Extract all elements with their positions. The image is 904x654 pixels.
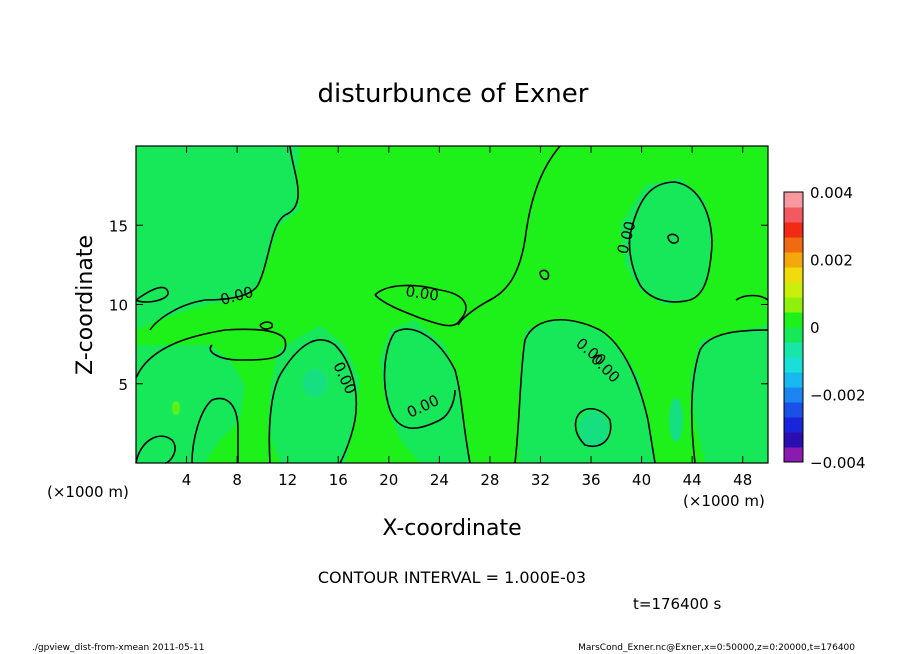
y-tick-label: 15 — [109, 217, 128, 235]
colorbar-swatch — [784, 192, 803, 208]
contour-line-2 — [135, 286, 169, 303]
colorbar-ticks: 0.004 0.002 0 −0.002 −0.004 — [810, 184, 866, 472]
colorbar-swatch — [784, 237, 803, 253]
colorbar-swatch — [784, 267, 803, 283]
x-tick-label: 8 — [232, 471, 242, 489]
contour-label-2: 0.00 — [404, 282, 440, 304]
weak-positive-blobs — [172, 401, 180, 415]
contour-line-10 — [457, 145, 561, 326]
contour-line-9 — [374, 284, 467, 327]
colorbar-swatch — [784, 327, 803, 343]
minimum-blob-3 — [669, 398, 683, 442]
colorbar-swatch — [784, 312, 803, 328]
colorbar-swatch — [784, 297, 803, 313]
x-axis: 4 8 12 16 20 24 28 32 36 40 44 48 — [182, 146, 752, 489]
footer-left: ./gpview_dist-from-xmean 2011-05-11 — [32, 643, 204, 653]
colorbar-swatch — [784, 402, 803, 418]
contour-line-6 — [268, 339, 358, 464]
x-tick-label: 32 — [531, 471, 550, 489]
x-tick-label: 28 — [480, 471, 499, 489]
footer-right: MarsCond_Exner.nc@Exner,x=0:50000,z=0:20… — [578, 643, 855, 653]
negative-region-top-right — [620, 178, 712, 305]
negative-region-right-mid — [518, 318, 655, 463]
zero-contours — [135, 145, 769, 464]
colorbar-swatch — [784, 432, 803, 448]
time-text: t=176400 s — [633, 595, 721, 613]
colorbar-swatch — [784, 447, 803, 463]
colorbar-swatch — [784, 342, 803, 358]
x-unit-left: (×1000 m) — [47, 483, 129, 501]
contour-line-15 — [667, 233, 680, 244]
contour-line-4 — [135, 435, 176, 464]
colorbar — [784, 192, 803, 463]
x-tick-label: 44 — [683, 471, 702, 489]
y-axis-label: Z-coordinate — [73, 235, 98, 375]
colorbar-tick-label: −0.004 — [810, 454, 866, 472]
colorbar-swatch — [784, 387, 803, 403]
contour-line-3 — [135, 328, 287, 379]
contour-interval-text: CONTOUR INTERVAL = 1.000E-03 — [318, 568, 586, 587]
x-tick-label: 16 — [329, 471, 348, 489]
contour-line-7 — [394, 328, 471, 464]
contour-line-16 — [259, 321, 274, 330]
y-axis: 5 10 15 — [109, 217, 768, 394]
colorbar-swatch — [784, 282, 803, 298]
x-axis-label: X-coordinate — [382, 516, 521, 541]
colorbar-swatch — [784, 417, 803, 433]
colorbar-swatch — [784, 207, 803, 223]
colorbar-swatch — [784, 372, 803, 388]
negative-region-mid-left — [136, 345, 245, 463]
x-tick-label: 24 — [430, 471, 449, 489]
colorbar-swatch — [784, 222, 803, 238]
contour-line-8 — [383, 331, 456, 429]
colorbar-tick-label: −0.002 — [810, 387, 866, 405]
x-tick-label: 36 — [581, 471, 600, 489]
colorbar-tick-label: 0.004 — [810, 184, 853, 202]
negative-region-right-edge — [690, 325, 768, 463]
contour-line-13 — [690, 329, 769, 464]
colorbar-tick-label: 0.002 — [810, 252, 853, 270]
x-tick-label: 20 — [379, 471, 398, 489]
x-tick-label: 4 — [182, 471, 192, 489]
contour-line-18 — [574, 407, 612, 447]
contour-line-5 — [191, 397, 239, 464]
x-unit-right: (×1000 m) — [683, 492, 765, 510]
minimum-blob-1 — [303, 369, 327, 397]
minimum-blobs — [303, 369, 683, 448]
weak-positive-blob-1 — [172, 401, 180, 415]
negative-regions — [136, 146, 768, 463]
negative-region-top-left — [136, 146, 300, 330]
y-tick-label: 10 — [109, 297, 128, 315]
colorbar-swatch — [784, 252, 803, 268]
colorbar-swatch — [784, 357, 803, 373]
contour-line-12 — [628, 181, 713, 303]
x-tick-label: 12 — [278, 471, 297, 489]
contour-line-11 — [514, 319, 656, 464]
y-tick-label: 5 — [118, 376, 128, 394]
x-tick-label: 48 — [733, 471, 752, 489]
chart-title: disturbunce of Exner — [318, 79, 589, 109]
colorbar-tick-label: 0 — [810, 319, 820, 337]
contour-line-14 — [735, 294, 769, 301]
minimum-blob-2 — [580, 412, 608, 448]
contour-line-17 — [539, 269, 550, 280]
x-tick-label: 40 — [632, 471, 651, 489]
colorbar-frame — [783, 191, 804, 463]
contour-line-1 — [149, 145, 299, 331]
